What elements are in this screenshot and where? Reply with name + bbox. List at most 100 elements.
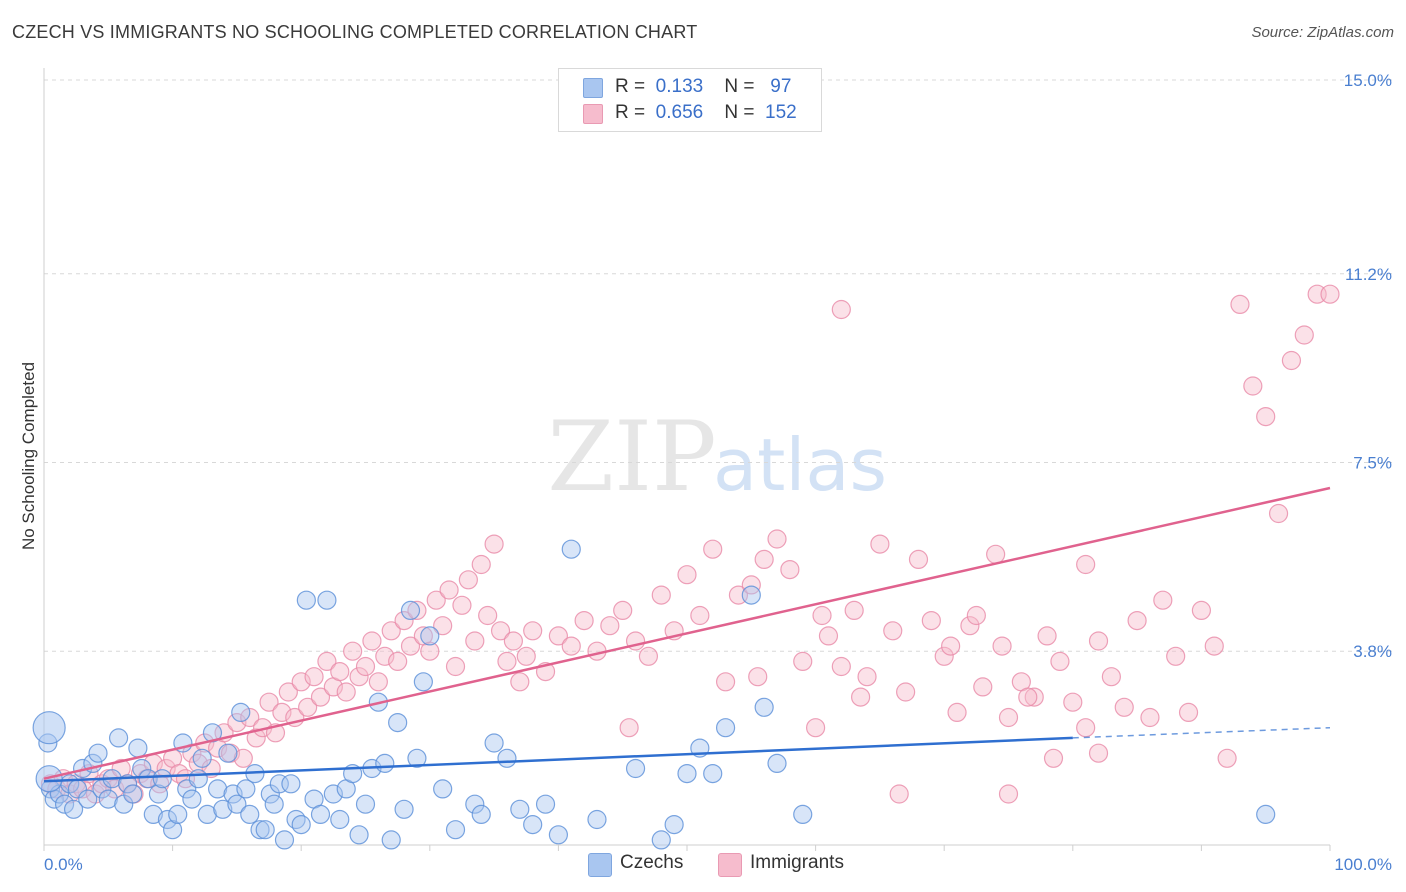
- czechs-point: [218, 743, 238, 763]
- immigrants-point: [638, 646, 659, 666]
- immigrants-point: [355, 656, 376, 677]
- immigrants-point: [1063, 692, 1083, 712]
- czechs-point: [349, 825, 369, 845]
- y-tick-label: 3.8%: [1353, 642, 1392, 661]
- immigrants-point: [600, 616, 620, 636]
- czechs-point: [407, 748, 427, 768]
- czechs-point: [286, 809, 306, 830]
- immigrants-point: [336, 682, 356, 702]
- czechs-point: [793, 804, 813, 825]
- immigrants-point: [484, 534, 504, 554]
- watermark-zip: ZIP: [547, 401, 716, 513]
- immigrants-point: [574, 610, 594, 631]
- czechs-point: [128, 738, 148, 758]
- immigrants-point: [1101, 667, 1121, 687]
- czechs-point: [78, 789, 98, 809]
- legend-n-value: 97: [770, 76, 792, 97]
- czechs-point: [420, 626, 440, 646]
- czechs-point: [157, 809, 178, 830]
- immigrants-point: [613, 600, 633, 621]
- czechs-point: [484, 733, 504, 753]
- legend-label-immigrants: Immigrants: [750, 852, 844, 873]
- immigrants-point: [240, 707, 260, 728]
- czechs-point: [255, 820, 275, 840]
- immigrants-point: [304, 667, 324, 687]
- immigrants-point: [445, 656, 466, 677]
- immigrants-point: [317, 651, 337, 672]
- immigrants-trend-line: [43, 486, 1331, 780]
- immigrants-point: [1230, 294, 1250, 314]
- immigrants-point: [748, 667, 768, 687]
- czechs-trend-extension: [1072, 726, 1331, 739]
- immigrants-point: [246, 728, 266, 748]
- czechs-point: [497, 748, 517, 768]
- immigrants-point: [870, 534, 890, 554]
- immigrants-point: [465, 631, 485, 651]
- immigrants-point: [941, 636, 961, 656]
- czechs-point: [108, 728, 129, 748]
- czechs-point: [523, 814, 543, 835]
- czechs-point: [510, 799, 530, 819]
- immigrants-point: [960, 616, 980, 636]
- legend-r-value: 0.656: [655, 102, 704, 123]
- legend-r-label: R =: [615, 76, 646, 97]
- czechs-point: [715, 718, 736, 738]
- immigrants-point: [619, 718, 639, 738]
- czechs-point: [274, 830, 295, 850]
- czechs-point: [741, 585, 761, 605]
- immigrants-point: [1076, 554, 1096, 575]
- immigrants-point: [561, 636, 581, 656]
- immigrants-point: [812, 605, 832, 626]
- immigrants-point: [497, 651, 517, 672]
- immigrants-point: [490, 621, 511, 641]
- immigrants-point: [1127, 610, 1147, 631]
- immigrants-point: [715, 672, 736, 692]
- immigrants-point: [433, 616, 453, 636]
- immigrants-point: [1050, 651, 1070, 672]
- immigrants-point: [523, 621, 543, 641]
- immigrants-point: [381, 621, 401, 641]
- immigrants-point: [1153, 590, 1173, 610]
- immigrants-point: [651, 585, 671, 605]
- czechs-point: [197, 804, 217, 825]
- immigrants-point: [1281, 350, 1302, 371]
- czechs-point: [188, 769, 208, 789]
- czechs-point: [323, 784, 343, 804]
- czechs-point: [381, 830, 401, 850]
- immigrants-point: [889, 784, 909, 804]
- czechs-point: [587, 809, 607, 830]
- immigrants-point: [741, 575, 761, 595]
- czechs-point: [88, 743, 108, 763]
- immigrants-point: [883, 621, 903, 641]
- immigrants-point: [375, 646, 395, 666]
- czechs-point: [400, 600, 421, 621]
- czechs-point: [117, 774, 138, 794]
- immigrants-point: [703, 539, 723, 559]
- czechs-point: [355, 794, 376, 814]
- czechs-point: [63, 799, 84, 819]
- czechs-point: [1256, 804, 1276, 825]
- legend-swatch-czechs: [583, 78, 603, 98]
- immigrants-point: [1088, 631, 1109, 651]
- immigrants-point: [426, 590, 446, 610]
- immigrants-point: [857, 667, 877, 687]
- immigrants-point: [291, 672, 311, 692]
- immigrants-point: [934, 646, 954, 666]
- series-legend: Czechs Immigrants: [0, 852, 1406, 878]
- czechs-point: [236, 779, 256, 799]
- correlation-legend: R = 0.133 N = 97 R = 0.656 N = 152: [558, 68, 822, 132]
- immigrants-point: [516, 646, 536, 666]
- immigrants-point: [1043, 748, 1064, 768]
- immigrants-point: [831, 299, 851, 320]
- legend-swatch-czechs: [588, 853, 612, 877]
- czechs-point: [264, 794, 284, 814]
- immigrants-point: [407, 600, 427, 621]
- immigrants-point: [1114, 697, 1134, 717]
- immigrants-point: [156, 758, 176, 779]
- immigrants-point: [851, 687, 871, 707]
- czechs-point: [269, 774, 289, 794]
- y-tick-label: 11.2%: [1345, 265, 1392, 284]
- czechs-point: [471, 804, 491, 825]
- legend-label-czechs: Czechs: [620, 852, 684, 873]
